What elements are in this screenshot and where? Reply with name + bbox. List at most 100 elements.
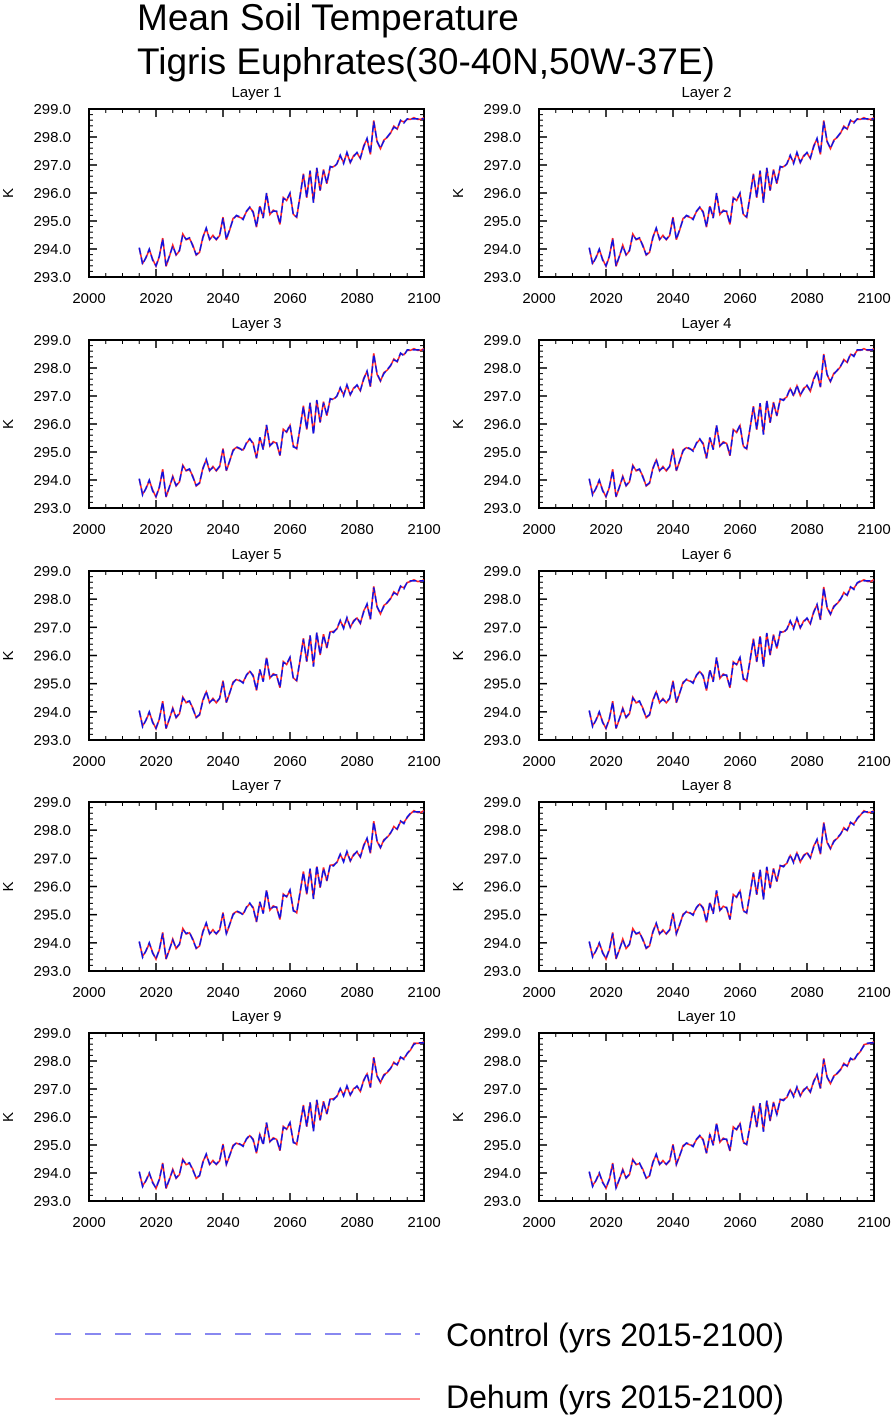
x-tick-label: 2040 <box>206 521 239 538</box>
series-line-dehum <box>138 578 425 731</box>
y-tick-label: 295.0 <box>483 1137 521 1154</box>
y-tick-label: 298.0 <box>483 360 521 377</box>
x-tick-label: 2020 <box>589 290 622 307</box>
panel-layer-7: Layer 7 K 2000 2020 2040 2060 2080 2100 293.0 294… <box>0 777 441 1001</box>
y-tick-label: 293.0 <box>33 732 71 749</box>
y-tick-label: 297.0 <box>483 157 521 174</box>
y-tick-label: 294.0 <box>33 241 71 258</box>
x-tick-label: 2040 <box>656 290 689 307</box>
x-tick-label: 2000 <box>522 1214 555 1231</box>
panel-title: Layer 4 <box>681 315 731 332</box>
series-line-dehum <box>588 578 875 731</box>
series-line-dehum <box>588 1040 875 1191</box>
y-tick-label: 295.0 <box>483 213 521 230</box>
x-tick-label: 2060 <box>723 521 756 538</box>
panel-title: Layer 8 <box>681 777 731 794</box>
y-tick-label: 294.0 <box>483 241 521 258</box>
x-tick-label: 2040 <box>656 984 689 1001</box>
x-tick-label: 2080 <box>340 984 373 1001</box>
y-axis-label: K <box>0 881 17 891</box>
y-tick-label: 299.0 <box>33 1025 71 1042</box>
x-tick-label: 2080 <box>340 290 373 307</box>
legend-label-control: Control (yrs 2015-2100) <box>446 1317 784 1353</box>
panel-title: Layer 7 <box>231 777 281 794</box>
x-tick-label: 2040 <box>206 290 239 307</box>
y-tick-label: 299.0 <box>33 794 71 811</box>
y-tick-label: 299.0 <box>483 794 521 811</box>
series-line-dehum <box>138 347 425 500</box>
series-line-control <box>138 811 424 961</box>
x-tick-label: 2000 <box>522 290 555 307</box>
panel-layer-6: Layer 6 K 2000 2020 2040 2060 2080 2100 293.0 294… <box>450 546 891 770</box>
y-tick-label: 297.0 <box>483 1081 521 1098</box>
y-tick-label: 298.0 <box>33 822 71 839</box>
y-tick-label: 299.0 <box>33 563 71 580</box>
x-tick-label: 2020 <box>139 521 172 538</box>
x-tick-label: 2100 <box>407 1214 440 1231</box>
y-tick-label: 297.0 <box>33 619 71 636</box>
y-tick-label: 296.0 <box>33 879 71 896</box>
series-line-control <box>588 118 874 268</box>
y-axis-label: K <box>450 419 467 429</box>
panel-title: Layer 10 <box>677 1008 735 1025</box>
y-tick-label: 297.0 <box>33 388 71 405</box>
y-tick-label: 297.0 <box>33 157 71 174</box>
y-tick-label: 295.0 <box>33 1137 71 1154</box>
x-tick-label: 2080 <box>340 1214 373 1231</box>
y-tick-label: 295.0 <box>33 444 71 461</box>
series-line-dehum <box>138 116 425 269</box>
x-tick-label: 2100 <box>857 984 890 1001</box>
y-tick-label: 294.0 <box>33 1165 71 1182</box>
x-tick-label: 2040 <box>656 521 689 538</box>
y-tick-label: 293.0 <box>33 1193 71 1210</box>
x-tick-label: 2000 <box>72 521 105 538</box>
y-tick-label: 296.0 <box>483 416 521 433</box>
y-tick-label: 299.0 <box>483 101 521 118</box>
series-line-dehum <box>138 809 425 962</box>
y-tick-label: 294.0 <box>33 935 71 952</box>
panel-title: Layer 1 <box>231 84 281 101</box>
y-tick-label: 294.0 <box>483 704 521 721</box>
x-tick-label: 2040 <box>656 753 689 770</box>
y-tick-label: 296.0 <box>33 1109 71 1126</box>
y-tick-label: 293.0 <box>483 963 521 980</box>
series-line-control <box>138 118 424 268</box>
x-tick-label: 2020 <box>139 290 172 307</box>
series-line-control <box>138 1042 424 1190</box>
x-tick-label: 2100 <box>857 1214 890 1231</box>
panel-layer-4: Layer 4 K 2000 2020 2040 2060 2080 2100 293.0 294… <box>450 315 891 538</box>
series-line-dehum <box>588 809 875 962</box>
x-tick-label: 2060 <box>273 521 306 538</box>
x-tick-label: 2100 <box>857 290 890 307</box>
y-tick-label: 298.0 <box>33 1053 71 1070</box>
y-tick-label: 294.0 <box>483 472 521 489</box>
series-line-control <box>588 580 874 730</box>
series-line-dehum <box>588 116 875 269</box>
x-tick-label: 2000 <box>72 290 105 307</box>
y-tick-label: 298.0 <box>33 129 71 146</box>
y-tick-label: 297.0 <box>33 850 71 867</box>
x-tick-label: 2060 <box>273 753 306 770</box>
legend: Control (yrs 2015-2100) Dehum (yrs 2015-… <box>55 1317 784 1415</box>
y-axis-label: K <box>0 188 17 198</box>
x-tick-label: 2000 <box>522 753 555 770</box>
y-tick-label: 295.0 <box>33 213 71 230</box>
x-tick-label: 2040 <box>206 753 239 770</box>
y-tick-label: 294.0 <box>483 935 521 952</box>
y-tick-label: 295.0 <box>33 676 71 693</box>
y-axis-label: K <box>450 881 467 891</box>
panel-layer-2: Layer 2 K 2000 2020 2040 2060 2080 2100 293.0 294… <box>450 84 891 307</box>
x-tick-label: 2060 <box>273 290 306 307</box>
x-tick-label: 2040 <box>206 1214 239 1231</box>
x-tick-label: 2080 <box>790 521 823 538</box>
y-tick-label: 293.0 <box>483 1193 521 1210</box>
panel-layer-8: Layer 8 K 2000 2020 2040 2060 2080 2100 293.0 294… <box>450 777 891 1001</box>
x-tick-label: 2020 <box>139 1214 172 1231</box>
y-tick-label: 296.0 <box>33 416 71 433</box>
x-tick-label: 2020 <box>139 984 172 1001</box>
y-axis-label: K <box>450 188 467 198</box>
chart-panels: Layer 1 K 2000 2020 2040 2060 2080 2100 293.0 294… <box>0 84 891 1231</box>
y-tick-label: 295.0 <box>483 907 521 924</box>
y-tick-label: 293.0 <box>483 500 521 517</box>
